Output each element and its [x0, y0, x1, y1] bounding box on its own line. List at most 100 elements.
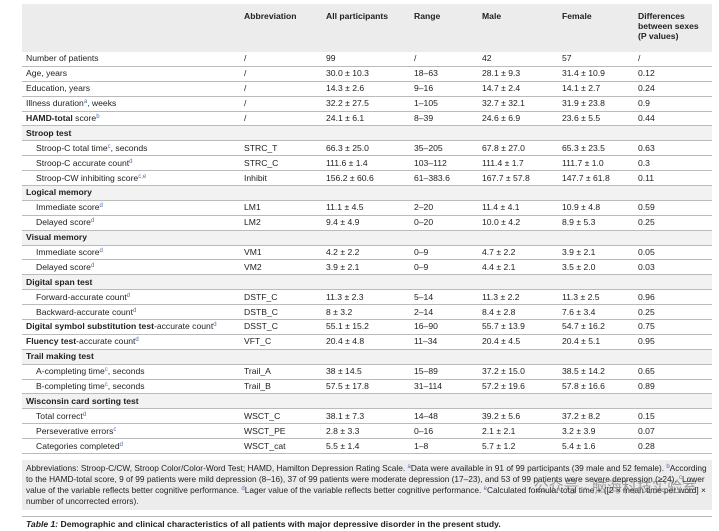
- table-row: HAMD-total scoreb/24.1 ± 6.1 8–39 24.6 ± 6…: [22, 111, 712, 127]
- cell: 111.4 ± 1.7: [478, 155, 558, 172]
- cell: 8–39: [410, 111, 478, 127]
- row-label: Illness durationa, weeks: [22, 96, 240, 112]
- section-heading: Digital span test: [22, 274, 712, 291]
- label-sup: d: [126, 292, 131, 299]
- cell: /: [410, 52, 478, 67]
- table-row: Stroop-C accurate countd STRC_C 111.6 ± 1.…: [22, 155, 712, 172]
- cell: 4.2 ± 2.2: [322, 245, 410, 261]
- cell: 0–20: [410, 215, 478, 231]
- label-text: Immediate score: [36, 202, 100, 213]
- cell: 14.1 ± 2.7: [558, 81, 634, 97]
- cell: 31–114: [410, 379, 478, 395]
- cell: 111.7 ± 1.0: [558, 155, 634, 172]
- cell: 11.1 ± 4.5: [322, 200, 410, 216]
- label-text: Immediate score: [36, 247, 100, 258]
- row-label: Categories completedd: [22, 438, 240, 455]
- label-sup: d: [135, 337, 139, 344]
- label-sup: d: [99, 248, 103, 255]
- row-label: A-completing timec, seconds: [22, 364, 240, 380]
- cell: 2.8 ± 3.3: [322, 423, 410, 440]
- row-label: Forward-accurate countd: [22, 289, 240, 306]
- cell: 54.7 ± 16.2: [558, 319, 634, 335]
- cell: 9–16: [410, 81, 478, 97]
- footnote-sup: c: [679, 475, 682, 482]
- cell: 0–9: [410, 259, 478, 276]
- header-cell: Male: [482, 11, 502, 21]
- cell: 57.5 ± 17.8: [322, 379, 410, 395]
- cell: 0.24: [634, 81, 712, 97]
- cell: /: [240, 81, 322, 97]
- header-cell: Abbreviation: [244, 11, 297, 21]
- cell: 57.8 ± 16.6: [558, 379, 634, 395]
- watermark: 公众号 · 脑海科技实验室: [533, 479, 697, 496]
- table-row: Stroop-C total timec, seconds STRC_T 66.3 …: [22, 140, 712, 157]
- table-row: Total correctd WSCT_C 38.1 ± 7.3 14–48 39.2 …: [22, 408, 712, 425]
- cell: 167.7 ± 57.8: [478, 170, 558, 187]
- cell: WSCT_C: [240, 408, 322, 425]
- header-cell: Differences between sexes (P values): [638, 11, 699, 41]
- table-row: Education, years /14.3 ± 2.6 9–16 14.7 ± 2.…: [22, 81, 712, 97]
- table-wrap: Abbreviation All participants Range Male Fem…: [22, 4, 712, 531]
- cell: 0.25: [634, 304, 712, 321]
- table-row: Delayed scored VM2 3.9 ± 2.1 0–9 4.4 ± 2.1 3.…: [22, 259, 712, 276]
- cell: /: [240, 111, 322, 127]
- cell: 0.07: [634, 423, 712, 440]
- cell: 0–16: [410, 423, 478, 440]
- row-label: Backward-accurate countd: [22, 304, 240, 321]
- label-bold: HAMD-total: [26, 113, 73, 123]
- cell: 5.5 ± 1.4: [322, 438, 410, 455]
- cell: 0.59: [634, 200, 712, 216]
- cell: 0–9: [410, 245, 478, 261]
- cell: 103–112: [410, 155, 478, 172]
- caption-label: Table 1:: [26, 519, 59, 530]
- cell: 8.9 ± 5.3: [558, 215, 634, 231]
- footnote-sup: a: [407, 464, 411, 471]
- cell: 24.1 ± 6.1: [322, 111, 410, 127]
- label-sup: d: [99, 203, 103, 210]
- cell: 2–20: [410, 200, 478, 216]
- cell: 7.6 ± 3.4: [558, 304, 634, 321]
- cell: 31.4 ± 10.9: [558, 66, 634, 82]
- footnote: Abbreviations: Stroop-C/CW, Stroop Color…: [22, 460, 712, 511]
- label-bold: Digital symbol substitution test: [26, 321, 154, 332]
- footnote-text: Abbreviations: Stroop-C/CW, Stroop Color…: [26, 463, 408, 474]
- footnote-sup: b: [666, 464, 670, 471]
- cell: 0.3: [634, 155, 712, 172]
- cell: 35–205: [410, 140, 478, 157]
- row-label: Stroop-C total timec, seconds: [22, 140, 240, 157]
- label-text: Delayed score: [36, 217, 91, 228]
- table-row: Illness durationa, weeks/32.2 ± 27.5 1–10…: [22, 96, 712, 112]
- cell: 38.1 ± 7.3: [322, 408, 410, 425]
- cell: 42: [478, 52, 558, 67]
- section-heading: Logical memory: [22, 185, 712, 201]
- label-text: -accurate count: [153, 321, 214, 332]
- cell: 3.9 ± 2.1: [322, 259, 410, 276]
- cell: 20.4 ± 5.1: [558, 334, 634, 350]
- cell: Trail_B: [240, 379, 322, 395]
- cell: 9.4 ± 4.9: [322, 215, 410, 231]
- cell: 39.2 ± 5.6: [478, 408, 558, 425]
- cell: 0.25: [634, 215, 712, 231]
- label-after: , seconds: [110, 142, 148, 153]
- row-label: Immediate scored: [22, 245, 240, 261]
- row-label: Immediate scored: [22, 200, 240, 216]
- section-row: Digital span test: [22, 274, 712, 291]
- cell: /: [240, 52, 322, 67]
- table-row: A-completing timec, seconds Trail_A 38 ± 1…: [22, 364, 712, 380]
- cell: LM1: [240, 200, 322, 216]
- cell: 32.7 ± 32.1: [478, 96, 558, 112]
- table-row: Backward-accurate countd DSTB_C 8 ± 3.2 2–1…: [22, 304, 712, 321]
- row-label: Delayed scored: [22, 259, 240, 276]
- table-row: Age, years /30.0 ± 10.3 18–63 28.1 ± 9.3 31.…: [22, 66, 712, 82]
- footnote-sup: e: [483, 486, 487, 493]
- cell: 31.9 ± 23.8: [558, 96, 634, 112]
- label-sup: a: [83, 99, 88, 106]
- cell: 10.0 ± 4.2: [478, 215, 558, 231]
- label-after: , seconds: [107, 381, 145, 392]
- label-sup: d: [90, 262, 95, 269]
- row-label: HAMD-total scoreb: [22, 111, 240, 127]
- cell: 0.89: [634, 379, 712, 395]
- cell: 20.4 ± 4.5: [478, 334, 558, 350]
- cell: 65.3 ± 23.5: [558, 140, 634, 157]
- table-row: Immediate scored LM1 11.1 ± 4.5 2–20 11.4 ± …: [22, 200, 712, 216]
